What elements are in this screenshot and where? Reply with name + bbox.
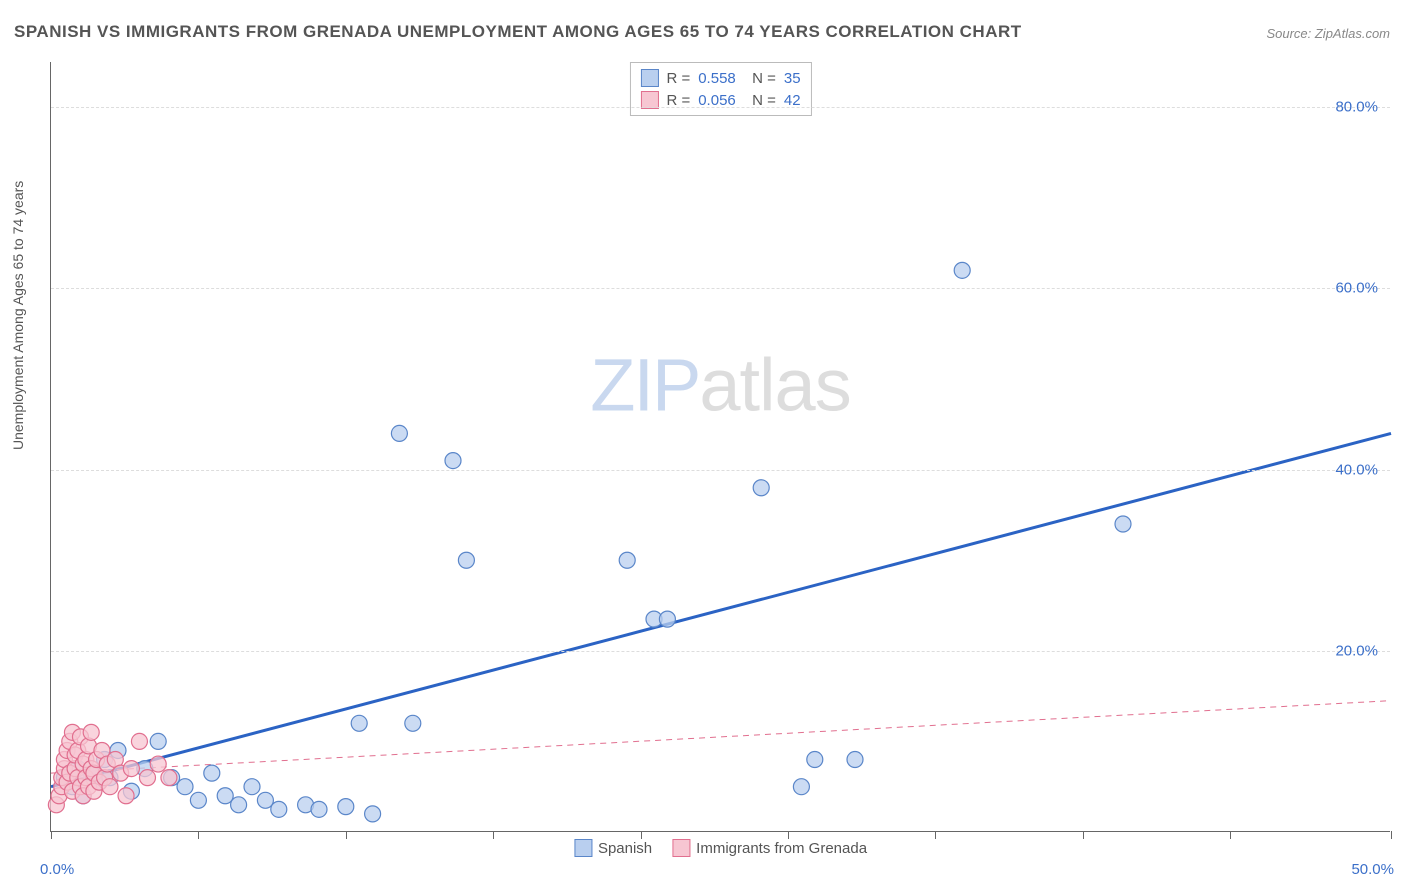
legend-swatch bbox=[640, 69, 658, 87]
legend-n-value: 42 bbox=[784, 92, 801, 109]
data-point bbox=[161, 770, 177, 786]
data-point bbox=[311, 801, 327, 817]
data-point bbox=[351, 715, 367, 731]
legend-series-label: Spanish bbox=[598, 840, 652, 857]
legend-series-label: Immigrants from Grenada bbox=[696, 840, 867, 857]
data-point bbox=[619, 552, 635, 568]
data-point bbox=[807, 752, 823, 768]
y-tick-label: 40.0% bbox=[1335, 461, 1378, 478]
trend-line bbox=[51, 433, 1391, 786]
legend-swatch bbox=[574, 839, 592, 857]
data-point bbox=[150, 733, 166, 749]
data-point bbox=[244, 779, 260, 795]
x-tick bbox=[1230, 831, 1231, 839]
y-tick-label: 80.0% bbox=[1335, 99, 1378, 116]
data-point bbox=[150, 756, 166, 772]
data-point bbox=[231, 797, 247, 813]
data-point bbox=[793, 779, 809, 795]
x-tick bbox=[493, 831, 494, 839]
data-point bbox=[445, 453, 461, 469]
x-tick bbox=[51, 831, 52, 839]
chart-title: SPANISH VS IMMIGRANTS FROM GRENADA UNEMP… bbox=[14, 22, 1022, 42]
gridline bbox=[51, 470, 1390, 471]
data-point bbox=[659, 611, 675, 627]
data-point bbox=[365, 806, 381, 822]
data-point bbox=[83, 724, 99, 740]
y-tick-label: 60.0% bbox=[1335, 280, 1378, 297]
legend-r-value: 0.558 bbox=[698, 70, 736, 87]
x-origin-label: 0.0% bbox=[40, 861, 74, 878]
data-point bbox=[458, 552, 474, 568]
x-tick bbox=[198, 831, 199, 839]
legend-r-label: R = bbox=[666, 92, 690, 109]
x-tick bbox=[1083, 831, 1084, 839]
chart-container: SPANISH VS IMMIGRANTS FROM GRENADA UNEMP… bbox=[0, 0, 1406, 892]
data-point bbox=[405, 715, 421, 731]
data-point bbox=[1115, 516, 1131, 532]
x-tick bbox=[641, 831, 642, 839]
plot-area: ZIPatlas R = 0.558 N = 35R = 0.056 N = 4… bbox=[50, 62, 1390, 832]
gridline bbox=[51, 107, 1390, 108]
data-point bbox=[204, 765, 220, 781]
data-point bbox=[102, 779, 118, 795]
x-tick bbox=[346, 831, 347, 839]
data-point bbox=[753, 480, 769, 496]
x-max-label: 50.0% bbox=[1351, 861, 1394, 878]
legend-r-value: 0.056 bbox=[698, 92, 736, 109]
source-label: Source: ZipAtlas.com bbox=[1266, 26, 1390, 41]
legend-n-value: 35 bbox=[784, 70, 801, 87]
legend-stats-row: R = 0.558 N = 35 bbox=[640, 67, 800, 89]
data-point bbox=[131, 733, 147, 749]
data-point bbox=[177, 779, 193, 795]
x-tick bbox=[935, 831, 936, 839]
x-tick bbox=[1391, 831, 1392, 839]
legend-series-item: Immigrants from Grenada bbox=[672, 839, 867, 857]
data-point bbox=[391, 425, 407, 441]
gridline bbox=[51, 288, 1390, 289]
data-point bbox=[139, 770, 155, 786]
legend-swatch bbox=[672, 839, 690, 857]
y-axis-label: Unemployment Among Ages 65 to 74 years bbox=[10, 181, 26, 450]
legend-series-item: Spanish bbox=[574, 839, 652, 857]
plot-svg bbox=[51, 62, 1390, 831]
legend-r-label: R = bbox=[666, 70, 690, 87]
data-point bbox=[271, 801, 287, 817]
x-tick bbox=[788, 831, 789, 839]
gridline bbox=[51, 651, 1390, 652]
y-tick-label: 20.0% bbox=[1335, 642, 1378, 659]
legend-series: Spanish Immigrants from Grenada bbox=[574, 839, 867, 857]
trend-line bbox=[51, 701, 1391, 773]
data-point bbox=[338, 799, 354, 815]
legend-n-label: N = bbox=[744, 70, 776, 87]
legend-n-label: N = bbox=[744, 92, 776, 109]
data-point bbox=[954, 262, 970, 278]
data-point bbox=[123, 761, 139, 777]
data-point bbox=[847, 752, 863, 768]
data-point bbox=[118, 788, 134, 804]
data-point bbox=[190, 792, 206, 808]
